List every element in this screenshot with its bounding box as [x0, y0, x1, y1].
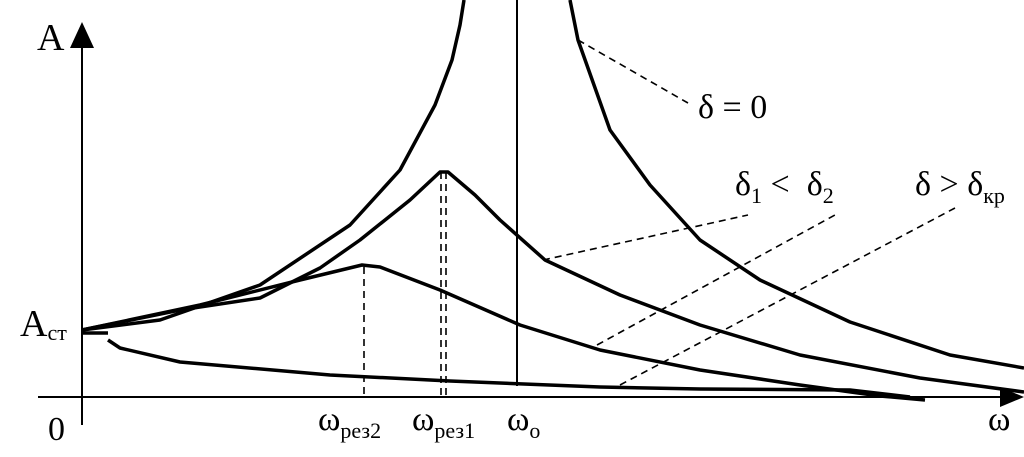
curve-undamped-right: [568, 0, 1024, 370]
label-sub: ст: [47, 320, 67, 345]
res1-label: ωрез1: [412, 401, 475, 443]
label-main: A: [20, 303, 48, 345]
curve-undamped-left: [81, 0, 466, 332]
label-sub: о: [529, 418, 540, 443]
label-a: δ > δ: [915, 166, 983, 203]
label-sub: рез1: [434, 418, 475, 443]
label-main: ω: [507, 401, 529, 438]
label-a: δ: [735, 166, 751, 203]
leader-damped-2: [596, 214, 836, 346]
undamped-label: δ = 0: [698, 89, 767, 126]
curve-damped-2: [81, 263, 926, 402]
curve-damped-1: [81, 170, 1024, 394]
label-a-sub: кр: [983, 183, 1005, 208]
y-label: A: [37, 17, 65, 59]
label-main: ω: [412, 401, 434, 438]
label-main: ω: [318, 401, 340, 438]
curve-overdamped: [107, 338, 911, 399]
natural-label: ωо: [507, 401, 540, 443]
res2-label: ωрез2: [318, 401, 381, 443]
static-amplitude: Aст: [20, 303, 67, 345]
label-rel: <: [762, 166, 807, 203]
label-b-sub: 2: [823, 183, 834, 208]
overdamped-label: δ > δкр: [915, 166, 1005, 208]
leader-damped-1: [542, 214, 749, 261]
y-arrow: [70, 22, 94, 48]
label-b: δ: [807, 166, 823, 203]
leader-overdamped: [619, 207, 956, 386]
label-sub: рез2: [340, 418, 381, 443]
x-arrow: [1000, 387, 1024, 407]
label-a-sub: 1: [751, 183, 762, 208]
x-label: ω: [988, 401, 1010, 438]
damped-label: δ1 < δ2: [735, 166, 834, 208]
leader-undamped: [577, 39, 689, 104]
origin: 0: [48, 411, 65, 448]
